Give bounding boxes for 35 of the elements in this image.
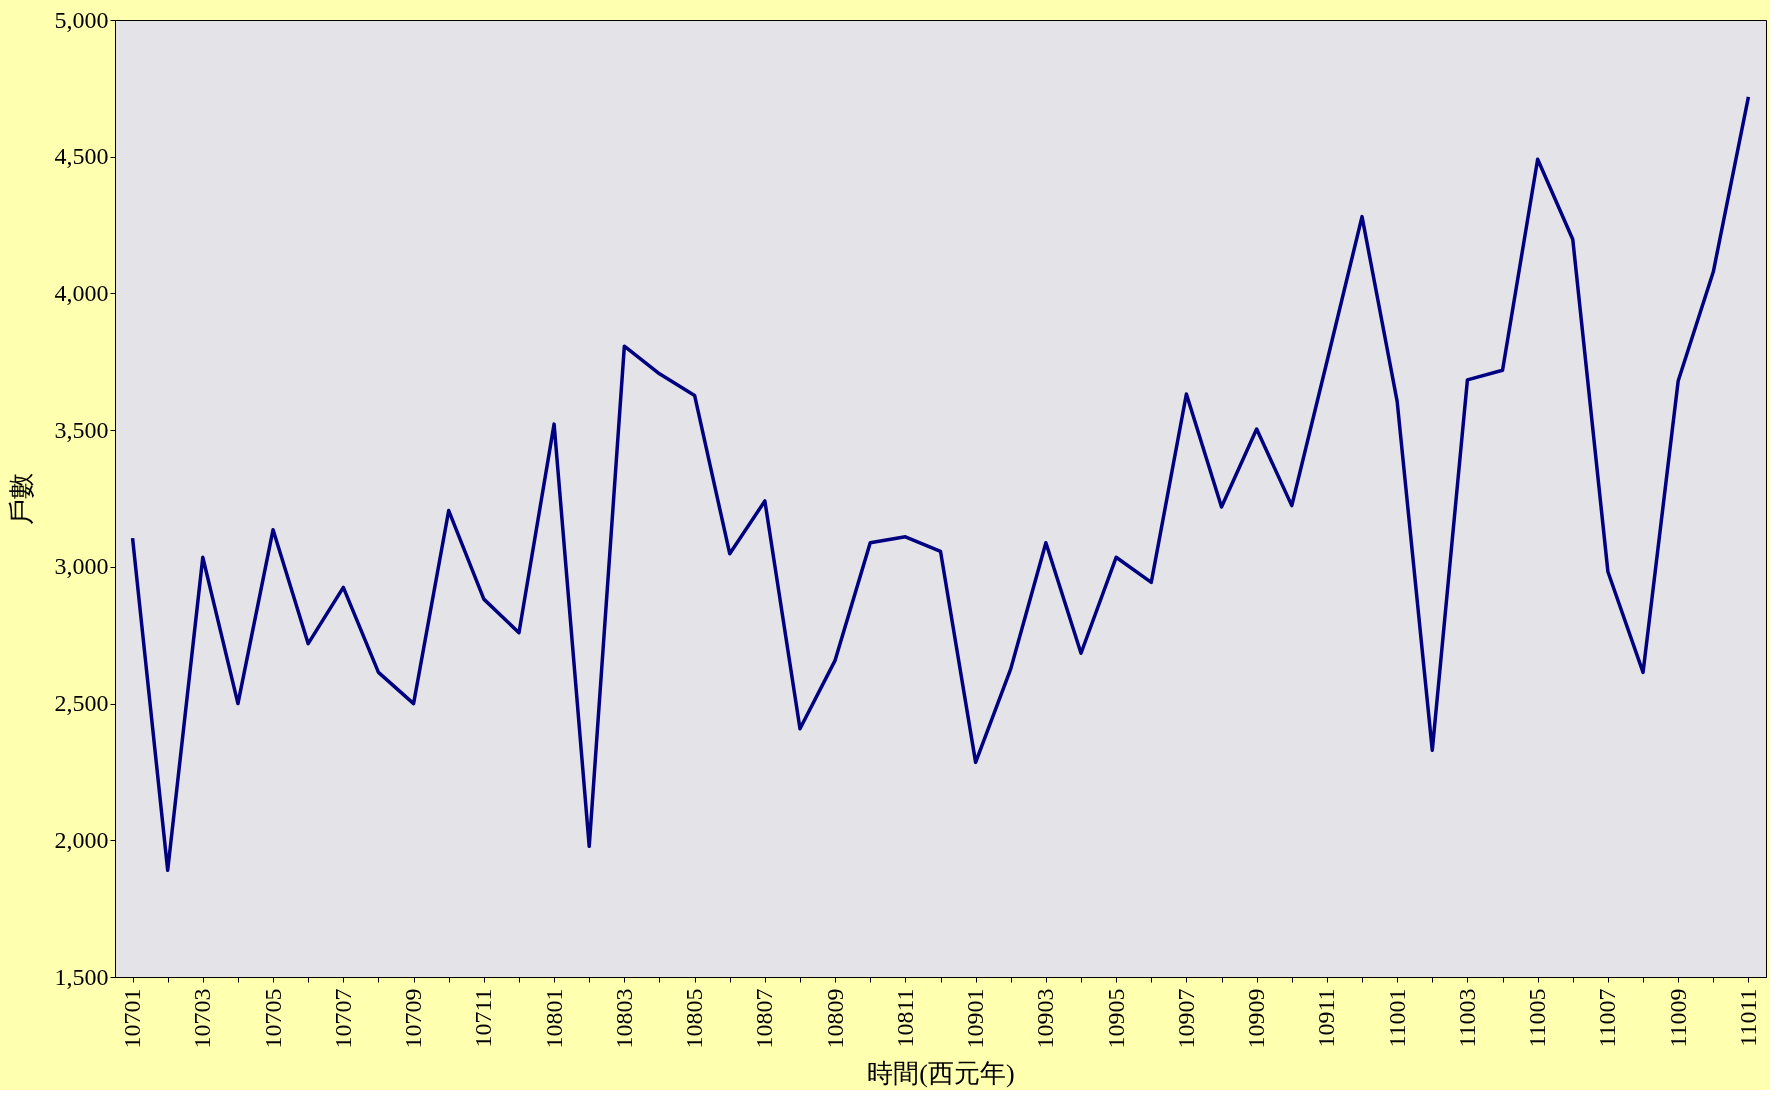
x-tick-label: 10807 [751,988,778,1049]
x-tick-label: 10803 [610,988,637,1049]
y-tick-label: 2,000 [54,826,109,853]
x-tick-label: 10905 [1102,988,1129,1049]
x-tick-label: 10701 [119,988,146,1049]
x-axis-title: 時間(西元年) [867,1058,1015,1088]
x-tick-label: 11005 [1524,988,1551,1048]
y-tick-label: 2,500 [54,690,109,717]
x-tick-label: 11009 [1664,988,1691,1048]
x-tick-label: 10811 [891,988,918,1048]
x-tick-label: 11001 [1383,988,1410,1048]
y-tick-label: 4,000 [54,279,109,306]
y-tick-label: 3,000 [54,553,109,580]
x-tick-label: 10801 [540,988,567,1049]
x-tick-label: 11011 [1734,988,1761,1047]
x-tick-label: 10703 [189,988,216,1049]
x-tick-label: 10707 [329,988,356,1049]
y-tick-label: 4,500 [54,143,109,170]
x-tick-label: 10911 [1313,988,1340,1048]
x-tick-label: 10909 [1243,988,1270,1049]
y-axis-title: 戶數 [6,473,36,525]
x-tick-label: 11007 [1594,988,1621,1048]
y-tick-label: 1,500 [54,963,109,990]
x-tick-label: 10901 [962,988,989,1049]
x-tick-label: 10805 [681,988,708,1049]
x-tick-label: 10809 [821,988,848,1049]
y-tick-label: 3,500 [54,416,109,443]
y-tick-label: 5,000 [54,6,109,33]
x-tick-label: 10705 [259,988,286,1049]
x-tick-label: 11003 [1453,988,1480,1048]
line-series [130,95,1751,873]
x-tick-label: 10903 [1032,988,1059,1049]
x-tick-label: 10711 [470,988,497,1048]
x-tick-label: 10907 [1172,988,1199,1049]
x-tick-label: 10709 [400,988,427,1049]
